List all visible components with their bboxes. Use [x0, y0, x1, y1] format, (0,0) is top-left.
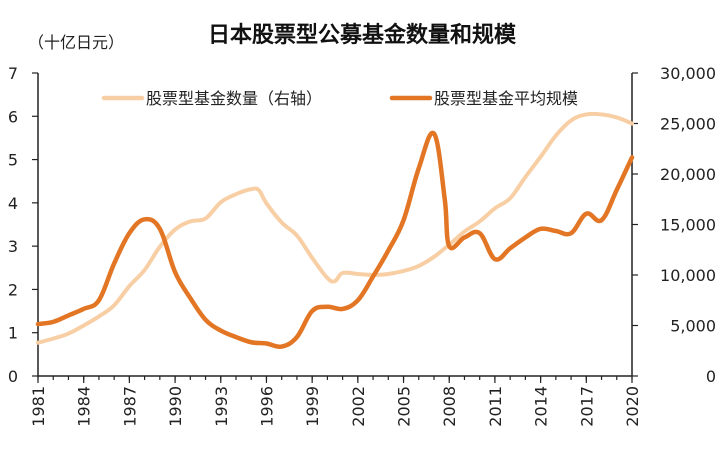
legend: 股票型基金数量（右轴） 股票型基金平均规模	[101, 89, 578, 108]
x-tick-label: 1999	[303, 386, 322, 427]
x-tick-label: 1990	[166, 386, 185, 427]
left-tick-label: 0	[8, 367, 18, 386]
right-tick-label: 25,000	[660, 115, 716, 134]
left-tick-label: 7	[8, 64, 18, 83]
x-tick-label: 1981	[29, 386, 48, 427]
left-tick-label: 2	[8, 280, 18, 299]
left-axis-ticks: 0 1 2 3 4 5 6 7	[8, 64, 38, 386]
chart-title: 日本股票型公募基金数量和规模	[208, 22, 517, 48]
x-tick-label: 2017	[577, 386, 596, 427]
legend-label: 股票型基金平均规模	[434, 89, 578, 108]
series-layer	[35, 111, 635, 350]
x-tick-label: 1984	[75, 386, 94, 427]
right-tick-label: 10,000	[660, 266, 716, 285]
x-tick-label: 1993	[212, 386, 231, 427]
right-tick-label: 5,000	[670, 317, 716, 336]
x-tick-label: 2002	[349, 386, 368, 427]
right-tick-label: 20,000	[660, 165, 716, 184]
right-tick-label: 15,000	[660, 216, 716, 235]
right-tick-label: 30,000	[660, 64, 716, 83]
left-tick-label: 5	[8, 151, 18, 170]
left-axis-unit-label: （十亿日元）	[28, 33, 124, 52]
right-axis-ticks: 0 5,000 10,000 15,000 20,000 25,000 30,000	[632, 64, 716, 386]
x-tick-label: 2020	[623, 386, 642, 427]
right-tick-label: 0	[706, 367, 716, 386]
x-tick-label: 2005	[395, 386, 414, 427]
left-tick-label: 6	[8, 107, 18, 126]
average-size-line	[35, 130, 635, 350]
x-tick-label: 1987	[120, 386, 139, 427]
x-axis-ticks: 1981 1984 1987 1990 1993 1996 1999 2002 2005 2008…	[29, 376, 642, 427]
legend-label: 股票型基金数量（右轴）	[146, 89, 322, 108]
x-tick-label: 2008	[440, 386, 459, 427]
left-tick-label: 3	[8, 237, 18, 256]
fund-count-line	[36, 111, 634, 345]
left-tick-label: 4	[8, 194, 18, 213]
x-tick-label: 2014	[532, 386, 551, 427]
left-tick-label: 1	[8, 324, 18, 343]
x-tick-label: 1996	[257, 386, 276, 427]
x-tick-label: 2011	[486, 386, 505, 427]
